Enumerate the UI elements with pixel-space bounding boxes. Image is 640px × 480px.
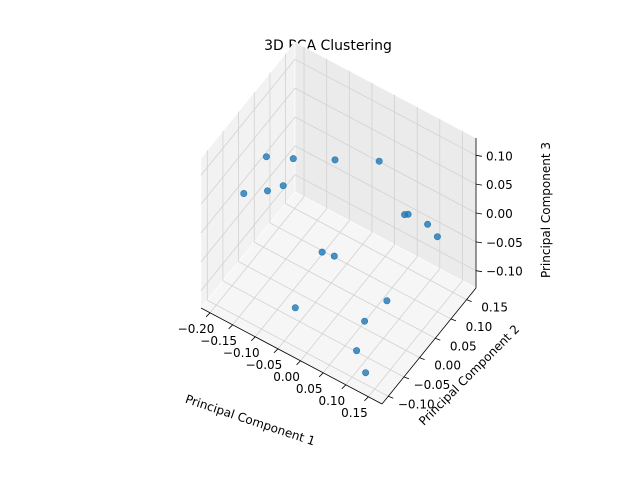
grid-line-z-back	[294, 145, 477, 243]
y-tick-mark	[403, 376, 410, 380]
chart-title: 3D PCA Clustering	[264, 38, 392, 54]
y-tick-mark	[466, 299, 472, 302]
z-tick-mark	[475, 270, 483, 273]
y-tick-mark	[450, 318, 457, 322]
grid-line-y-floor	[207, 299, 389, 397]
x-tick-mark	[228, 324, 233, 330]
data-point	[263, 187, 271, 195]
x-tick-mark	[296, 360, 301, 366]
z-axis-label: Principal Component 3	[539, 142, 553, 278]
data-point	[383, 297, 391, 305]
y-tick-label: 0.00	[434, 359, 461, 373]
data-point	[375, 157, 383, 165]
x-tick-mark	[318, 372, 324, 378]
z-tick-label: 0.00	[486, 207, 513, 221]
grid-line-y-floor	[222, 280, 405, 378]
grid-line-z-back	[294, 174, 477, 272]
grid-lines	[200, 46, 477, 398]
z-tick-label: 0.05	[486, 178, 513, 192]
grid-line-z-left	[200, 116, 296, 234]
grid-line-z-left	[200, 174, 296, 291]
data-point	[318, 248, 326, 256]
x-tick-mark	[251, 336, 256, 342]
data-point	[262, 153, 270, 161]
y-tick-label: 0.10	[466, 320, 493, 334]
z-tick-label: −0.10	[486, 265, 523, 279]
data-point	[362, 369, 370, 377]
x-tick-label: 0.15	[341, 406, 368, 420]
grid-line-x-floor	[277, 232, 373, 350]
x-tick-label: 0.05	[296, 382, 323, 396]
grid-line-z-back	[294, 58, 477, 156]
data-point	[331, 156, 339, 164]
grid-line-x-floor	[254, 220, 350, 338]
y-tick-mark	[435, 337, 441, 341]
z-tick-label: −0.05	[486, 236, 523, 250]
grid-line-x-floor	[209, 196, 305, 314]
grid-line-x-floor	[300, 244, 395, 362]
y-tick-mark	[419, 357, 425, 360]
grid-line-z-back	[294, 87, 477, 185]
z-tick-mark	[475, 212, 483, 215]
grid-line-y-floor	[269, 222, 452, 320]
data-point	[279, 182, 287, 190]
grid-line-x-floor	[345, 268, 441, 386]
data-point	[289, 155, 297, 163]
grid-line-x-floor	[232, 208, 327, 326]
y-tick-label: 0.15	[481, 301, 508, 315]
data-point	[291, 304, 299, 312]
data-point	[433, 233, 441, 241]
z-tick-mark	[475, 183, 483, 186]
data-point	[404, 210, 412, 218]
x-tick-mark	[341, 384, 347, 390]
y-tick-label: −0.10	[398, 397, 435, 411]
x-tick-mark	[273, 348, 279, 354]
x-tick-label: −0.20	[178, 322, 215, 336]
x-tick-label: −0.10	[223, 346, 260, 360]
y-tick-label: 0.05	[450, 339, 477, 353]
grid-line-x-floor	[368, 280, 463, 398]
z-tick-mark	[475, 241, 483, 244]
x-tick-label: 0.10	[318, 394, 345, 408]
x-tick-mark	[364, 396, 369, 402]
z-tick-label: 0.10	[486, 149, 513, 163]
grid-line-y-floor	[285, 203, 467, 300]
data-points	[240, 153, 441, 377]
grid-line-y-floor	[254, 241, 436, 339]
grid-line-z-back	[294, 116, 477, 214]
data-point	[424, 220, 432, 228]
y-tick-label: −0.05	[414, 378, 451, 392]
y-axis-line	[381, 287, 477, 405]
z-tick-mark	[475, 154, 483, 157]
data-point	[353, 347, 361, 355]
y-tick-mark	[388, 395, 394, 399]
x-tick-label: −0.15	[200, 334, 237, 348]
x-axis-label: Principal Component 1	[184, 392, 317, 448]
grid-line-x-floor	[322, 256, 418, 374]
grid-line-z-left	[200, 87, 296, 205]
x-tick-mark	[205, 312, 211, 318]
x-tick-label: −0.05	[246, 358, 283, 372]
grid-line-y-floor	[238, 261, 420, 358]
x-tick-label: 0.00	[273, 370, 300, 384]
x-axis-line	[200, 307, 383, 405]
data-point	[361, 317, 369, 325]
data-point	[330, 252, 338, 260]
data-point	[240, 190, 248, 198]
grid-line-z-left	[200, 145, 296, 263]
grid-line-z-left	[200, 59, 296, 176]
tick-labels: −0.20−0.15−0.10−0.050.000.050.100.15−0.1…	[178, 149, 523, 419]
